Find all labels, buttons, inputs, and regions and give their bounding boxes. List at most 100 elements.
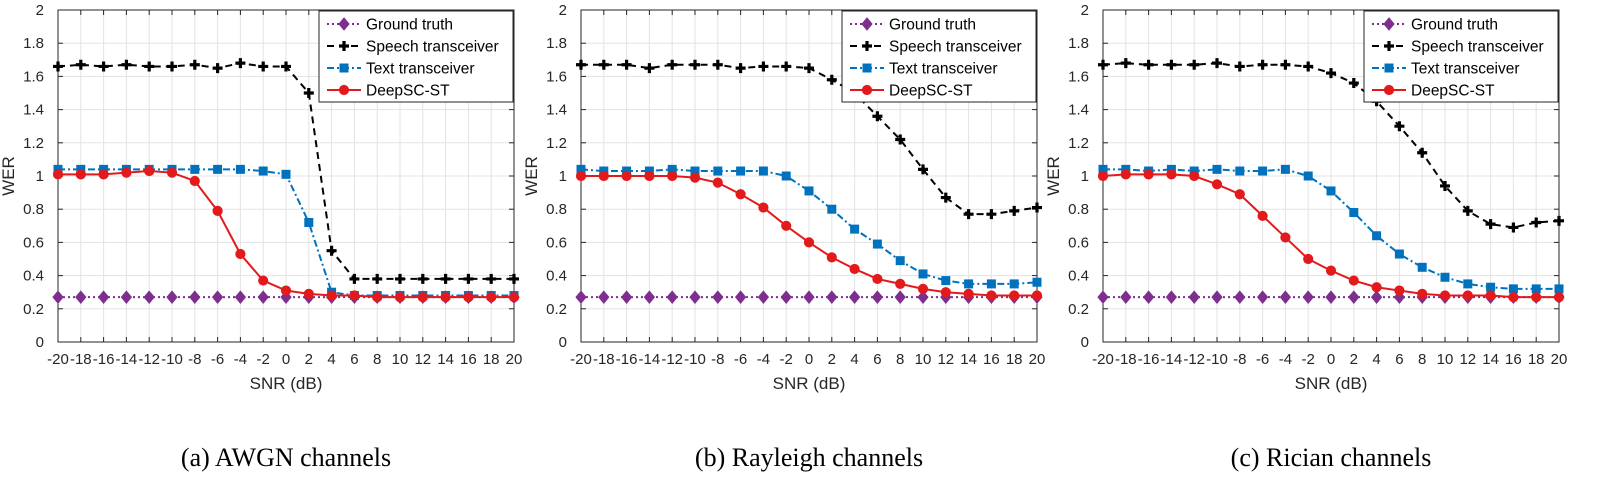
data-point [1417, 288, 1428, 299]
data-point [1394, 121, 1405, 132]
data-point [826, 252, 837, 263]
x-tick-label: 8 [1418, 351, 1426, 368]
data-point [621, 170, 632, 182]
x-tick-label: -4 [234, 351, 247, 368]
data-point [621, 59, 632, 70]
data-point [189, 59, 200, 70]
data-point [1439, 290, 1451, 301]
data-point [1189, 170, 1200, 182]
data-point [1554, 215, 1564, 226]
x-tick-label: 18 [1006, 351, 1023, 368]
data-point [144, 165, 155, 177]
y-tick-label: 2 [1081, 2, 1089, 19]
data-point [598, 290, 610, 304]
x-tick-label: 0 [805, 351, 813, 368]
data-point [98, 61, 109, 72]
data-point [1486, 282, 1496, 292]
data-point [713, 166, 723, 176]
y-axis-label: WER [0, 156, 18, 196]
y-tick-label: 1.8 [1068, 35, 1089, 52]
data-point [872, 239, 882, 249]
y-tick-label: 1.4 [1068, 102, 1089, 119]
data-point [986, 290, 997, 301]
legend-label: Ground truth [889, 17, 976, 34]
data-point [1302, 290, 1314, 304]
x-tick-label: 4 [327, 351, 335, 368]
y-tick-label: 1 [36, 168, 44, 185]
y-tick-label: 1.2 [1068, 135, 1089, 152]
data-point [97, 290, 110, 304]
legend-label: Speech transceiver [889, 39, 1022, 56]
data-point [190, 164, 200, 174]
y-tick-label: 1 [1081, 168, 1089, 185]
data-point [804, 63, 814, 74]
data-point [303, 88, 314, 98]
data-point [1211, 290, 1223, 304]
x-tick-label: -12 [661, 351, 683, 368]
data-point [372, 292, 383, 303]
data-point [598, 170, 609, 182]
y-tick-label: 0 [559, 334, 567, 351]
series-speech-transceiver [53, 58, 519, 284]
data-point [1462, 290, 1473, 301]
data-point [849, 263, 860, 275]
data-point [144, 61, 155, 72]
x-tick-label: 4 [850, 351, 858, 368]
x-tick-label: -10 [161, 351, 183, 368]
legend-label: Speech transceiver [366, 39, 499, 56]
data-point [963, 209, 974, 220]
data-point [303, 288, 314, 299]
data-point [1234, 189, 1245, 200]
y-axis-label: WER [1044, 156, 1063, 196]
y-tick-label: 0.2 [546, 301, 567, 318]
data-point [1348, 275, 1359, 286]
data-point [167, 61, 177, 72]
data-point [940, 192, 951, 203]
data-point [440, 292, 451, 303]
y-tick-label: 0 [36, 334, 44, 351]
x-axis-label: SNR (dB) [250, 374, 323, 393]
data-point [712, 59, 723, 70]
y-tick-label: 2 [36, 2, 44, 19]
legend-box [318, 10, 514, 103]
data-point [895, 134, 906, 145]
data-point [986, 209, 997, 220]
data-point [121, 59, 132, 70]
data-point [235, 164, 245, 174]
x-tick-label: 6 [350, 351, 358, 368]
data-point [166, 290, 178, 304]
data-point [643, 290, 656, 304]
data-point [143, 290, 155, 304]
x-tick-label: -8 [711, 351, 724, 368]
data-point [281, 169, 291, 179]
data-point [52, 169, 64, 180]
data-point [895, 278, 906, 289]
data-point [1531, 284, 1541, 294]
data-point [712, 177, 723, 188]
legend-box [841, 10, 1037, 103]
data-point [689, 290, 701, 304]
data-point [690, 59, 700, 70]
x-tick-label: -20 [570, 351, 592, 368]
x-tick-label: 16 [1505, 351, 1522, 368]
y-tick-label: 1.6 [1068, 68, 1089, 85]
legend-marker [338, 17, 350, 31]
x-tick-label: -6 [1256, 351, 1269, 368]
y-tick-label: 0.2 [23, 301, 44, 318]
data-point [734, 290, 747, 304]
legend: Ground truth Speech transceiver Text trans… [1363, 10, 1559, 103]
data-point [1348, 290, 1360, 304]
x-tick-label: 6 [873, 351, 881, 368]
data-point [395, 273, 405, 284]
x-tick-label: 20 [1029, 351, 1046, 368]
data-point [872, 273, 883, 285]
chart-panel-3: -20 -18 -16 -14 -12 -10 -8 -6 -4 -2 0 2 4 6 8 10 12 14 16 1… [1044, 2, 1567, 472]
data-point [1485, 290, 1496, 301]
data-point [1258, 166, 1268, 176]
data-point [326, 290, 337, 301]
data-point [872, 111, 883, 122]
data-point [211, 290, 224, 304]
data-point [1280, 164, 1290, 174]
data-point [1211, 179, 1223, 190]
